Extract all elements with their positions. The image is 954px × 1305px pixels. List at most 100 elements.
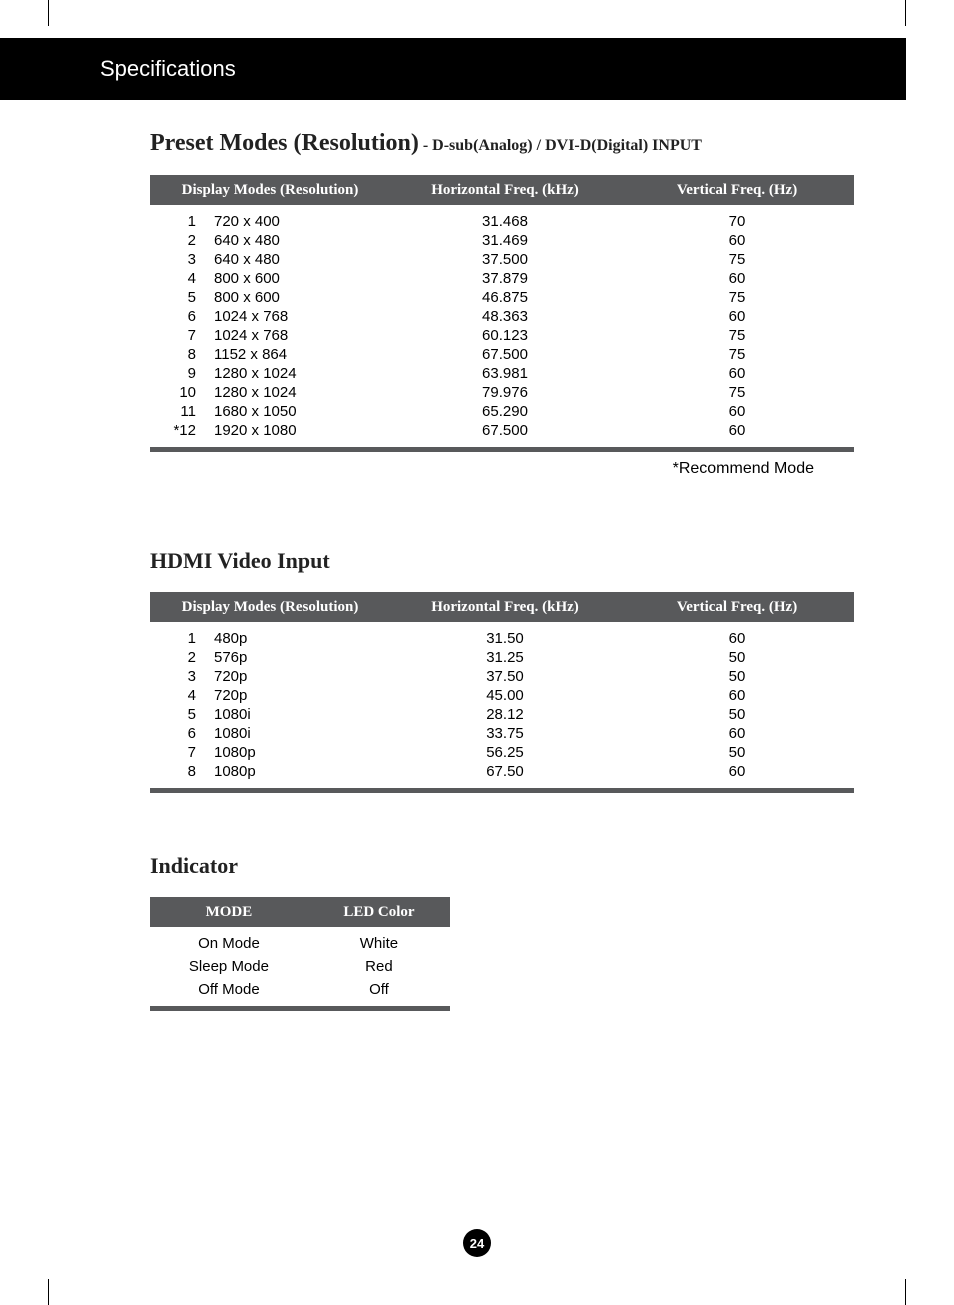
preset-modes-title-sub: - D-sub(Analog) / DVI-D(Digital) INPUT	[419, 137, 702, 154]
cell-resolution: 1024 x 768	[210, 307, 390, 326]
cell-horizontal-freq: 37.500	[390, 250, 620, 269]
table-row: Off ModeOff	[150, 978, 450, 1006]
cell-horizontal-freq: 33.75	[390, 724, 620, 743]
cell-index: 6	[150, 307, 210, 326]
cell-vertical-freq: 60	[620, 724, 854, 743]
cell-resolution: 1080i	[210, 724, 390, 743]
cell-horizontal-freq: 46.875	[390, 288, 620, 307]
cell-horizontal-freq: 45.00	[390, 686, 620, 705]
cell-vertical-freq: 75	[620, 383, 854, 402]
cell-vertical-freq: 75	[620, 250, 854, 269]
cell-vertical-freq: 60	[620, 762, 854, 788]
table-header-row: Display Modes (Resolution) Horizontal Fr…	[150, 593, 854, 623]
col-led-color: LED Color	[308, 898, 450, 928]
page-content: Preset Modes (Resolution) - D-sub(Analog…	[150, 130, 854, 1011]
hdmi-section: HDMI Video Input Display Modes (Resoluti…	[150, 548, 854, 793]
cell-vertical-freq: 70	[620, 205, 854, 231]
col-vertical-freq: Vertical Freq. (Hz)	[620, 593, 854, 623]
cell-led-color: White	[308, 927, 450, 955]
cell-index: 9	[150, 364, 210, 383]
cell-led-color: Off	[308, 978, 450, 1006]
col-horizontal-freq: Horizontal Freq. (kHz)	[390, 176, 620, 206]
cell-horizontal-freq: 67.50	[390, 762, 620, 788]
cell-resolution: 800 x 600	[210, 288, 390, 307]
cell-horizontal-freq: 60.123	[390, 326, 620, 345]
table-row: 101280 x 102479.97675	[150, 383, 854, 402]
cell-index: *12	[150, 421, 210, 447]
table-row: 71024 x 76860.12375	[150, 326, 854, 345]
table-bottom-border	[150, 1006, 450, 1011]
table-row: 51080i28.1250	[150, 705, 854, 724]
table-bottom-border	[150, 788, 854, 793]
cell-index: 8	[150, 762, 210, 788]
cell-mode: On Mode	[150, 927, 308, 955]
table-row: *121920 x 108067.50060	[150, 421, 854, 447]
table-row: 4800 x 60037.87960	[150, 269, 854, 288]
cell-resolution: 576p	[210, 648, 390, 667]
cell-horizontal-freq: 31.469	[390, 231, 620, 250]
indicator-section: Indicator MODE LED Color On ModeWhiteSle…	[150, 853, 854, 1011]
cell-vertical-freq: 50	[620, 648, 854, 667]
table-row: 5800 x 60046.87575	[150, 288, 854, 307]
cell-resolution: 720p	[210, 667, 390, 686]
table-row: 3640 x 48037.50075	[150, 250, 854, 269]
cell-index: 5	[150, 705, 210, 724]
cell-index: 7	[150, 743, 210, 762]
indicator-heading: Indicator	[150, 853, 854, 879]
cell-vertical-freq: 60	[620, 269, 854, 288]
cell-resolution: 720p	[210, 686, 390, 705]
cell-resolution: 720 x 400	[210, 205, 390, 231]
cell-index: 1	[150, 622, 210, 648]
cell-resolution: 640 x 480	[210, 250, 390, 269]
page-number: 24	[470, 1236, 484, 1251]
crop-mark	[48, 0, 49, 26]
header-bar: Specifications	[0, 38, 906, 100]
cell-index: 2	[150, 648, 210, 667]
cell-horizontal-freq: 31.468	[390, 205, 620, 231]
table-row: 1720 x 40031.46870	[150, 205, 854, 231]
table-row: 71080p56.2550	[150, 743, 854, 762]
cell-vertical-freq: 75	[620, 288, 854, 307]
cell-vertical-freq: 60	[620, 686, 854, 705]
col-mode: MODE	[150, 898, 308, 928]
cell-index: 5	[150, 288, 210, 307]
cell-index: 4	[150, 686, 210, 705]
cell-resolution: 1280 x 1024	[210, 383, 390, 402]
preset-modes-table: Display Modes (Resolution) Horizontal Fr…	[150, 175, 854, 447]
cell-vertical-freq: 50	[620, 705, 854, 724]
cell-horizontal-freq: 65.290	[390, 402, 620, 421]
table-row: 81152 x 86467.50075	[150, 345, 854, 364]
cell-horizontal-freq: 31.50	[390, 622, 620, 648]
cell-index: 8	[150, 345, 210, 364]
table-row: 81080p67.5060	[150, 762, 854, 788]
preset-modes-title-main: Preset Modes (Resolution)	[150, 130, 419, 156]
cell-vertical-freq: 60	[620, 402, 854, 421]
cell-index: 10	[150, 383, 210, 402]
cell-index: 3	[150, 250, 210, 269]
cell-index: 2	[150, 231, 210, 250]
hdmi-table: Display Modes (Resolution) Horizontal Fr…	[150, 592, 854, 788]
cell-resolution: 1080p	[210, 762, 390, 788]
preset-modes-section: Preset Modes (Resolution) - D-sub(Analog…	[150, 130, 854, 478]
cell-resolution: 1080p	[210, 743, 390, 762]
cell-vertical-freq: 75	[620, 326, 854, 345]
col-display-modes: Display Modes (Resolution)	[150, 176, 390, 206]
cell-resolution: 800 x 600	[210, 269, 390, 288]
cell-vertical-freq: 60	[620, 231, 854, 250]
cell-index: 3	[150, 667, 210, 686]
cell-horizontal-freq: 37.879	[390, 269, 620, 288]
cell-vertical-freq: 75	[620, 345, 854, 364]
cell-horizontal-freq: 56.25	[390, 743, 620, 762]
table-row: On ModeWhite	[150, 927, 450, 955]
table-row: 61080i33.7560	[150, 724, 854, 743]
cell-vertical-freq: 60	[620, 307, 854, 326]
col-display-modes: Display Modes (Resolution)	[150, 593, 390, 623]
recommend-note: *Recommend Mode	[150, 460, 854, 478]
cell-resolution: 1280 x 1024	[210, 364, 390, 383]
table-row: 111680 x 105065.29060	[150, 402, 854, 421]
cell-resolution: 1920 x 1080	[210, 421, 390, 447]
cell-horizontal-freq: 31.25	[390, 648, 620, 667]
preset-modes-heading: Preset Modes (Resolution) - D-sub(Analog…	[150, 130, 854, 157]
cell-mode: Sleep Mode	[150, 955, 308, 978]
cell-horizontal-freq: 79.976	[390, 383, 620, 402]
